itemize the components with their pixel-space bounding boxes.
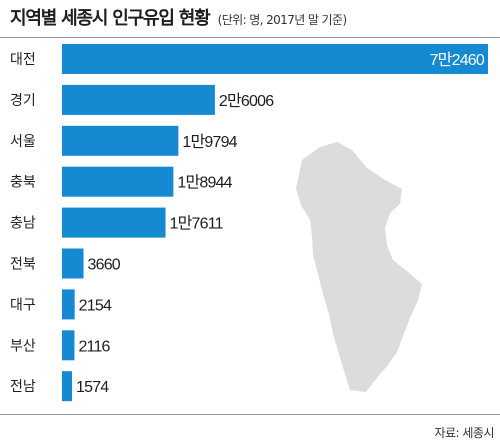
bar xyxy=(62,248,84,279)
value-label: 2154 xyxy=(79,297,112,314)
value-label: 2만6006 xyxy=(219,92,274,110)
value-label: 7만2460 xyxy=(430,51,485,69)
sejong-map-silhouette xyxy=(296,142,422,392)
bar xyxy=(62,207,166,238)
category-label: 대구 xyxy=(10,297,36,313)
bar xyxy=(62,44,488,74)
chart-subtitle: (단위: 명, 2017년 말 기준) xyxy=(217,13,348,27)
category-label: 경기 xyxy=(10,93,36,109)
bar xyxy=(62,125,179,156)
category-label: 서울 xyxy=(10,134,36,150)
bar xyxy=(62,166,174,197)
value-label: 1만9794 xyxy=(182,133,237,151)
bar xyxy=(62,330,75,361)
bar xyxy=(62,84,215,115)
category-label: 충남 xyxy=(10,216,36,232)
source-note: 자료: 세종시 xyxy=(434,426,494,440)
top-divider xyxy=(0,37,500,38)
value-label: 3660 xyxy=(88,257,121,274)
category-label: 대전 xyxy=(10,52,36,68)
category-label: 부산 xyxy=(10,338,36,354)
chart-title-row: 지역별 세종시 인구유입 현황 (단위: 명, 2017년 말 기준) xyxy=(10,4,347,30)
category-label: 전북 xyxy=(10,257,36,273)
category-label: 충북 xyxy=(10,175,36,191)
value-label: 1만8944 xyxy=(177,174,232,192)
chart-title: 지역별 세종시 인구유입 현황 xyxy=(10,8,211,29)
bottom-divider xyxy=(0,414,500,415)
category-label: 전남 xyxy=(10,379,36,395)
bar xyxy=(62,371,72,402)
value-label: 1574 xyxy=(76,379,109,396)
bar xyxy=(62,289,75,320)
value-label: 2116 xyxy=(78,338,110,355)
value-label: 1만7611 xyxy=(170,215,224,233)
